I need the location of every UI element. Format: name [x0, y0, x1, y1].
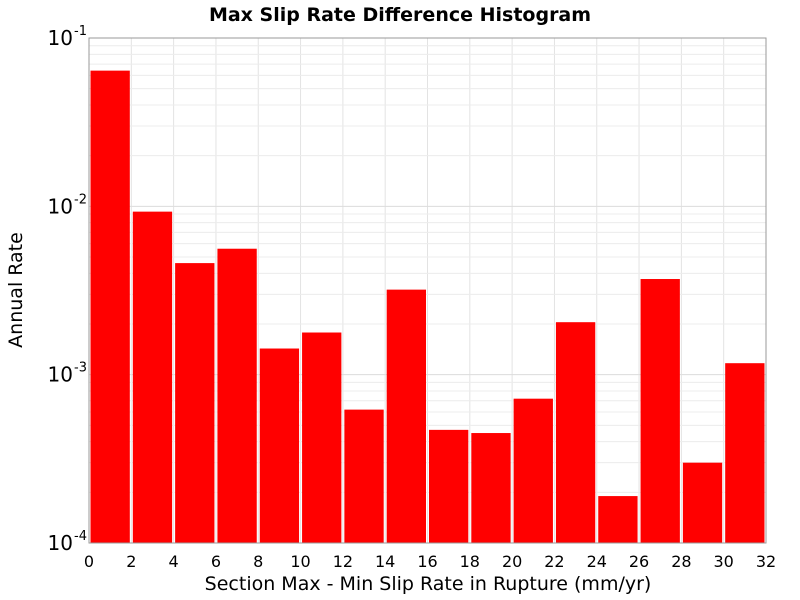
x-tick-label: 0 [84, 552, 94, 571]
histogram-bar [555, 322, 596, 543]
y-axis-ticks: 10-410-310-210-1 [48, 24, 87, 555]
x-tick-label: 32 [756, 552, 776, 571]
x-tick-label: 26 [629, 552, 649, 571]
x-tick-label: 6 [211, 552, 221, 571]
histogram-bar [344, 409, 384, 543]
x-tick-label: 2 [126, 552, 136, 571]
histogram-bar [471, 433, 511, 543]
y-tick-exponent: -3 [74, 361, 87, 376]
y-tick-exponent: -2 [74, 192, 87, 207]
x-tick-label: 16 [417, 552, 437, 571]
x-tick-label: 24 [587, 552, 607, 571]
y-tick-label: 10 -3 [48, 361, 87, 387]
histogram-bar [640, 279, 680, 543]
y-tick-exponent: -4 [74, 529, 87, 544]
x-axis-label: Section Max - Min Slip Rate in Rupture (… [205, 573, 652, 595]
chart-title: Max Slip Rate Difference Histogram [209, 4, 591, 26]
x-tick-label: 28 [671, 552, 691, 571]
histogram-bar [725, 363, 765, 543]
x-tick-label: 20 [502, 552, 522, 571]
y-tick-label: 10 -1 [48, 24, 87, 50]
histogram-bar [175, 263, 215, 543]
histogram-bar [429, 429, 469, 543]
x-tick-label: 30 [714, 552, 734, 571]
y-tick-base: 10 [48, 363, 73, 387]
histogram-bar [259, 348, 300, 543]
plot-area-border [88, 37, 767, 544]
x-tick-label: 8 [253, 552, 263, 571]
histogram-bar [598, 496, 638, 543]
y-tick-label: 10 -4 [48, 529, 87, 555]
x-tick-label: 10 [290, 552, 310, 571]
x-tick-label: 4 [169, 552, 179, 571]
histogram-bar [513, 398, 553, 543]
y-tick-exponent: -1 [74, 24, 87, 39]
x-tick-label: 18 [460, 552, 480, 571]
y-tick-base: 10 [48, 26, 73, 50]
histogram-bar [132, 211, 173, 543]
y-tick-base: 10 [48, 531, 73, 555]
histogram-bar [302, 332, 342, 543]
x-tick-label: 14 [375, 552, 395, 571]
y-tick-base: 10 [48, 194, 73, 218]
y-axis-label: Annual Rate [5, 232, 27, 348]
bars-group [90, 70, 765, 543]
y-tick-label: 10 -2 [48, 192, 87, 218]
histogram-bar [386, 289, 426, 543]
histogram-bar [682, 462, 723, 543]
histogram-bar [217, 248, 257, 543]
x-tick-label: 22 [544, 552, 564, 571]
histogram-bar [90, 70, 130, 543]
x-tick-label: 12 [333, 552, 353, 571]
x-axis-ticks: 0 2 4 6 8 10 12 14 16 18 20 22 24 26 28 30 32 [84, 552, 776, 571]
